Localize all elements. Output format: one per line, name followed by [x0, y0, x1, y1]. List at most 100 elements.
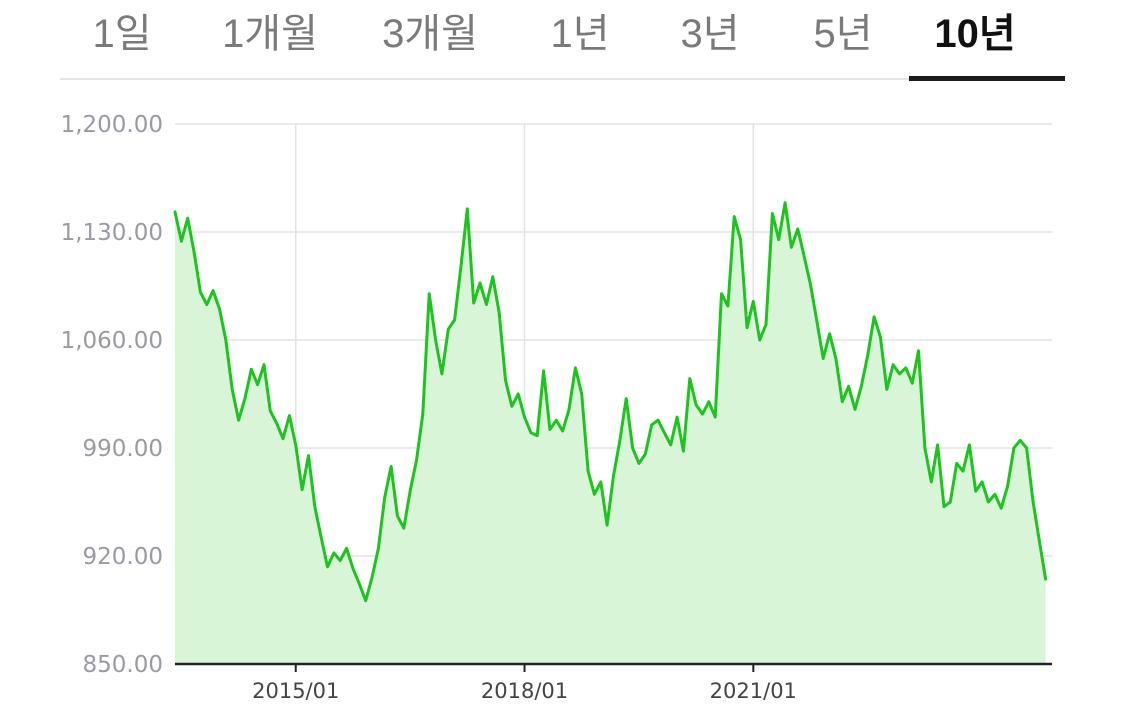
- tab-3months[interactable]: 3개월: [382, 12, 478, 56]
- data-point: [707, 400, 710, 403]
- data-point: [186, 216, 189, 220]
- data-point: [326, 565, 329, 568]
- data-point: [752, 300, 755, 303]
- data-point: [415, 459, 418, 462]
- data-point: [574, 366, 577, 369]
- data-point: [262, 363, 266, 366]
- data-point: [701, 412, 704, 416]
- data-point: [980, 480, 984, 484]
- active-tab-indicator: [909, 76, 1065, 81]
- data-point: [510, 405, 513, 408]
- data-point: [860, 385, 863, 388]
- data-point: [815, 320, 819, 323]
- data-point: [1000, 507, 1003, 510]
- data-point: [733, 215, 736, 218]
- data-point: [637, 462, 641, 465]
- data-point: [377, 547, 380, 550]
- tab-divider: [60, 78, 1065, 80]
- data-point: [281, 437, 285, 440]
- data-point: [968, 443, 971, 447]
- x-tick-label: 2021/01: [710, 679, 797, 703]
- data-point: [650, 423, 653, 427]
- data-point: [180, 240, 183, 243]
- y-tick-label: 920.00: [83, 544, 163, 570]
- data-point: [555, 419, 558, 422]
- data-point: [694, 403, 698, 406]
- data-point: [192, 250, 196, 254]
- data-point: [605, 523, 609, 527]
- data-point: [949, 500, 952, 504]
- y-tick-label: 850.00: [83, 652, 163, 678]
- data-point: [351, 567, 355, 570]
- data-point: [720, 292, 723, 295]
- tab-5years[interactable]: 5년: [813, 12, 873, 56]
- data-point: [567, 408, 571, 411]
- data-point: [917, 349, 920, 352]
- data-point: [745, 326, 749, 329]
- x-tick-label: 2015/01: [252, 679, 339, 703]
- data-point: [739, 238, 742, 241]
- data-point: [783, 201, 787, 204]
- period-tabs: 1일 1개월 3개월 1년 3년 5년 10년: [60, 0, 1065, 82]
- data-point: [834, 357, 838, 360]
- tab-10years[interactable]: 10년: [934, 12, 1016, 56]
- data-point: [663, 431, 666, 434]
- series-line: [173, 201, 1048, 603]
- data-point: [656, 419, 660, 422]
- y-tick-label: 1,130.00: [61, 220, 163, 246]
- data-point: [853, 408, 857, 411]
- data-point: [911, 382, 914, 385]
- data-point: [561, 429, 564, 433]
- data-point: [434, 338, 437, 342]
- data-point: [497, 311, 501, 314]
- data-point: [714, 415, 717, 419]
- data-point: [447, 328, 450, 331]
- tab-1year[interactable]: 1년: [550, 12, 610, 56]
- data-point: [1006, 485, 1009, 488]
- data-point: [796, 227, 799, 231]
- data-point: [339, 559, 342, 562]
- data-point: [256, 383, 259, 386]
- tab-3years[interactable]: 3년: [680, 12, 740, 56]
- data-point: [682, 449, 685, 453]
- data-point: [974, 490, 977, 493]
- data-point: [485, 303, 488, 306]
- data-point: [1025, 446, 1028, 450]
- data-point: [726, 304, 730, 308]
- data-point: [224, 338, 227, 342]
- tab-1month[interactable]: 1개월: [222, 12, 318, 56]
- data-point: [269, 409, 272, 413]
- data-point: [370, 576, 374, 579]
- data-point: [1019, 439, 1022, 442]
- data-point: [440, 372, 444, 376]
- data-point: [364, 599, 367, 602]
- data-point: [987, 500, 990, 504]
- data-point: [669, 443, 672, 447]
- data-point: [923, 446, 927, 450]
- data-point: [345, 547, 348, 550]
- tab-1day[interactable]: 1일: [92, 12, 152, 56]
- data-point: [1031, 499, 1035, 502]
- y-tick-label: 1,200.00: [61, 112, 163, 138]
- data-point: [453, 318, 456, 322]
- data-point: [847, 385, 850, 388]
- data-point: [294, 443, 297, 447]
- data-point: [517, 392, 520, 396]
- data-point: [866, 354, 869, 357]
- data-point: [529, 431, 533, 434]
- data-point: [885, 388, 888, 391]
- data-point: [777, 238, 780, 241]
- data-point: [625, 397, 628, 400]
- data-point: [631, 446, 634, 450]
- data-point: [1012, 446, 1016, 450]
- data-point: [275, 422, 278, 425]
- data-point: [389, 465, 393, 468]
- data-point: [408, 490, 412, 493]
- y-tick-label: 1,060.00: [61, 328, 163, 354]
- data-point: [199, 291, 202, 294]
- data-point: [1038, 539, 1041, 542]
- data-point: [930, 480, 933, 484]
- data-point: [599, 480, 602, 484]
- price-chart: 1,200.00 1,130.00 1,060.00 990.00 920.00 850.…: [61, 112, 1052, 703]
- data-point: [1044, 577, 1047, 581]
